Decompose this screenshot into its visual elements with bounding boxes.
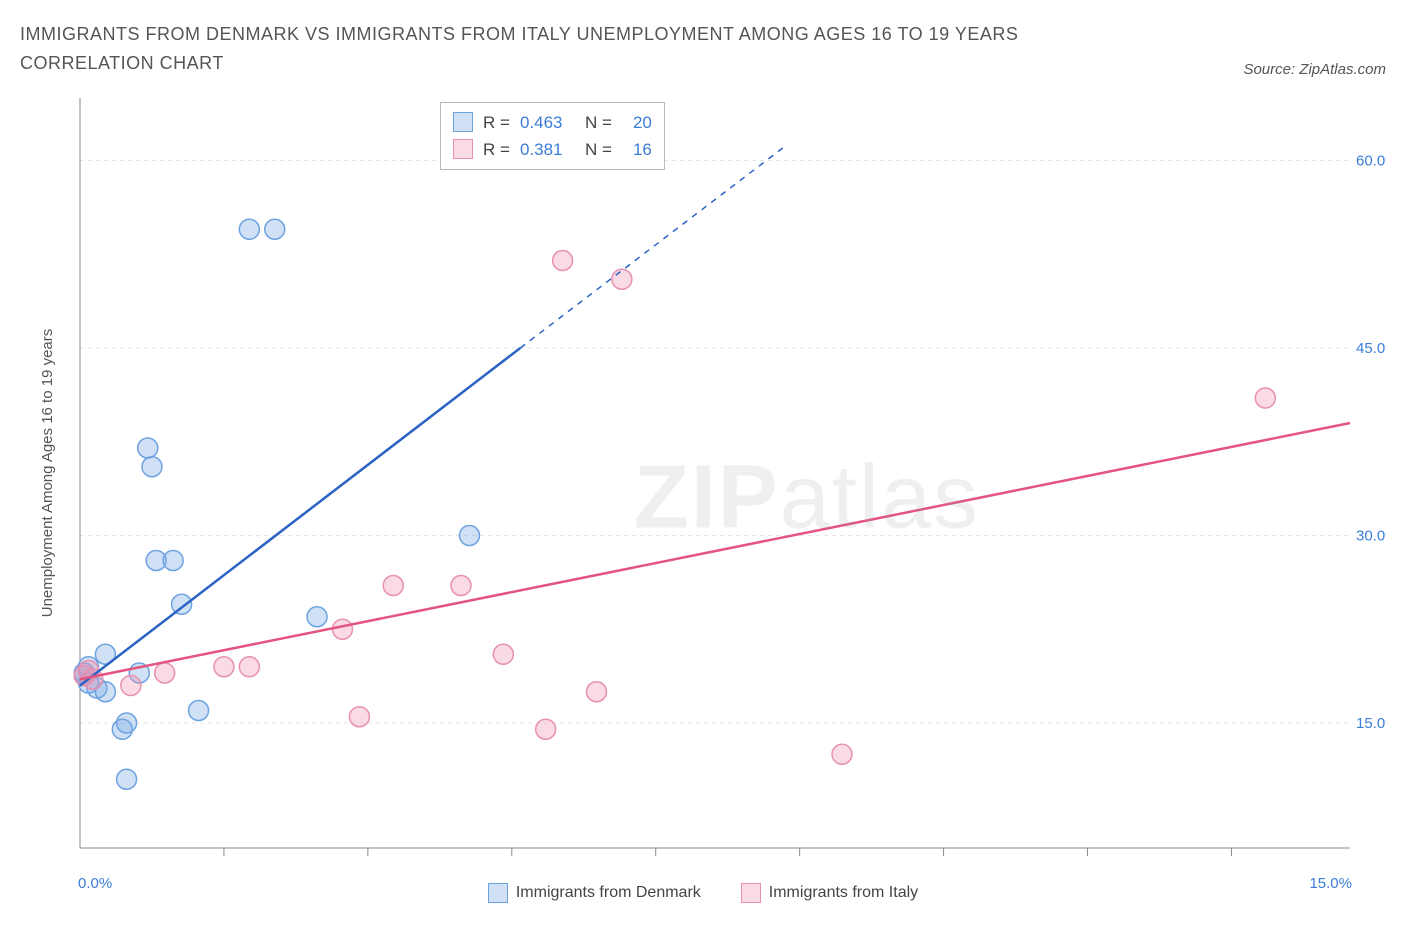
correlation-box: R =0.463 N =20 R =0.381 N =16 xyxy=(440,102,665,170)
correlation-row: R =0.463 N =20 xyxy=(453,109,652,136)
chart-container: 15.0% 30.0% 45.0% 60.0% 0.0% 15.0% Unemploymen… xyxy=(20,88,1386,908)
scatter-chart: 15.0% 30.0% 45.0% 60.0% 0.0% 15.0% Unemploymen… xyxy=(20,88,1386,908)
svg-text:15.0%: 15.0% xyxy=(1356,715,1386,732)
svg-text:15.0%: 15.0% xyxy=(1309,875,1352,892)
svg-text:60.0%: 60.0% xyxy=(1356,152,1386,169)
chart-title: IMMIGRANTS FROM DENMARK VS IMMIGRANTS FR… xyxy=(20,20,1120,78)
svg-text:0.0%: 0.0% xyxy=(78,875,112,892)
svg-text:45.0%: 45.0% xyxy=(1356,340,1386,357)
correlation-row: R =0.381 N =16 xyxy=(453,136,652,163)
source-label: Source: ZipAtlas.com xyxy=(1243,61,1386,78)
svg-text:Unemployment Among Ages 16 to: Unemployment Among Ages 16 to 19 years xyxy=(39,328,56,617)
svg-text:30.0%: 30.0% xyxy=(1356,527,1386,544)
